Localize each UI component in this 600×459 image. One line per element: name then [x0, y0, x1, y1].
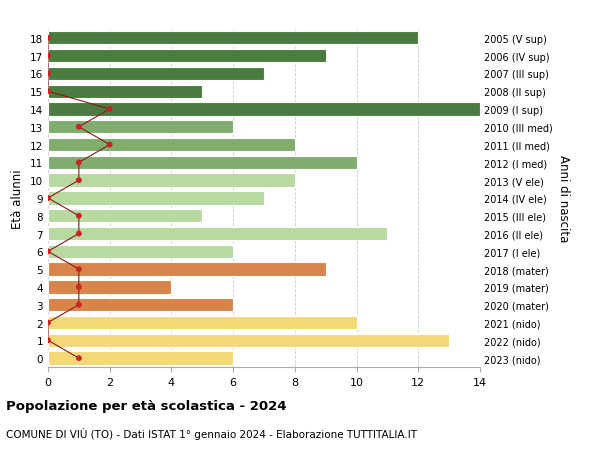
Point — [43, 337, 53, 344]
Point — [74, 159, 83, 167]
Point — [74, 266, 83, 273]
Bar — [48, 352, 233, 365]
Point — [43, 195, 53, 202]
Point — [74, 230, 83, 238]
Bar — [48, 316, 356, 330]
Point — [74, 213, 83, 220]
Y-axis label: Età alunni: Età alunni — [11, 169, 25, 228]
Text: COMUNE DI VIÙ (TO) - Dati ISTAT 1° gennaio 2024 - Elaborazione TUTTITALIA.IT: COMUNE DI VIÙ (TO) - Dati ISTAT 1° genna… — [6, 427, 417, 439]
Bar — [48, 227, 388, 241]
Bar — [48, 85, 202, 99]
Bar — [48, 50, 326, 63]
Point — [74, 355, 83, 362]
Bar — [48, 32, 418, 45]
Point — [105, 141, 115, 149]
Point — [43, 35, 53, 42]
Y-axis label: Anni di nascita: Anni di nascita — [557, 155, 569, 242]
Point — [43, 88, 53, 95]
Bar — [48, 67, 264, 81]
Point — [43, 53, 53, 60]
Point — [43, 248, 53, 256]
Bar — [48, 121, 233, 134]
Point — [43, 319, 53, 326]
Point — [74, 284, 83, 291]
Bar — [48, 298, 233, 312]
Point — [105, 106, 115, 113]
Bar — [48, 334, 449, 347]
Bar — [48, 245, 233, 258]
Point — [74, 124, 83, 131]
Bar — [48, 157, 356, 170]
Bar — [48, 192, 264, 205]
Point — [74, 302, 83, 309]
Bar — [48, 174, 295, 187]
Point — [43, 71, 53, 78]
Bar — [48, 139, 295, 152]
Bar — [48, 263, 326, 276]
Point — [74, 177, 83, 185]
Bar — [48, 210, 202, 223]
Bar — [48, 280, 172, 294]
Bar — [48, 103, 480, 117]
Text: Popolazione per età scolastica - 2024: Popolazione per età scolastica - 2024 — [6, 399, 287, 412]
